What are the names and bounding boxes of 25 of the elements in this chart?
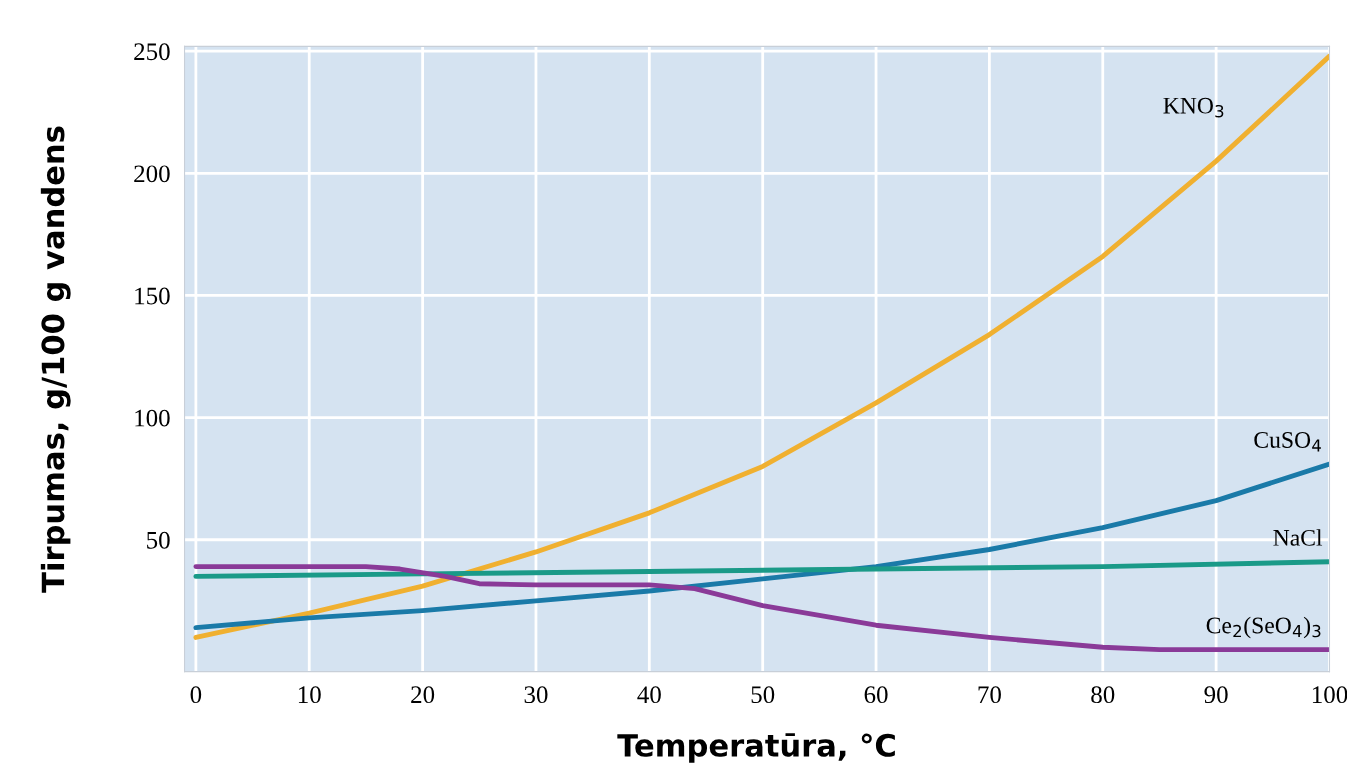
series-label: Ce$_{2}$(SeO$_{4}$)$_{3}$ <box>1206 616 1321 639</box>
x-tick-label: 100 <box>1312 686 1347 704</box>
x-tick-label: 10 <box>298 686 321 704</box>
x-tick-label: 0 <box>190 686 202 704</box>
x-tick-label: 40 <box>637 686 661 704</box>
y-tick-label: 200 <box>134 165 170 183</box>
line-series <box>193 564 1330 653</box>
y-tick-label: 50 <box>147 531 170 549</box>
line-series <box>193 559 1330 579</box>
series-label: KNO$_{3}$ <box>1163 97 1224 118</box>
x-axis-title: Temperatūra, °C <box>617 733 895 763</box>
line-series <box>193 53 1330 640</box>
x-tick-label: 90 <box>1204 686 1228 704</box>
series-label: NaCl <box>1273 529 1323 546</box>
series-label: CuSO$_{4}$ <box>1254 432 1321 452</box>
x-tick-label: 80 <box>1091 686 1115 704</box>
y-axis-title: Tirpumas, g/100 g vandens <box>40 126 71 593</box>
x-tick-label: 70 <box>978 686 1001 704</box>
y-tick-label: 150 <box>135 287 170 305</box>
x-tick-label: 20 <box>411 686 435 704</box>
x-tick-label: 30 <box>524 686 548 704</box>
x-tick-label: 60 <box>864 686 888 704</box>
x-tick-label: 50 <box>751 686 775 704</box>
y-tick-label: 100 <box>135 409 170 427</box>
y-tick-label: 250 <box>134 43 170 61</box>
